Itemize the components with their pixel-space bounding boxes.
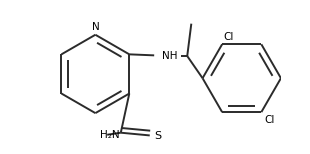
Text: NH: NH <box>162 51 177 61</box>
Text: Cl: Cl <box>264 115 274 125</box>
Text: Cl: Cl <box>224 32 234 42</box>
Text: S: S <box>154 131 161 141</box>
Text: H₂N: H₂N <box>100 130 119 140</box>
Text: N: N <box>91 22 99 32</box>
